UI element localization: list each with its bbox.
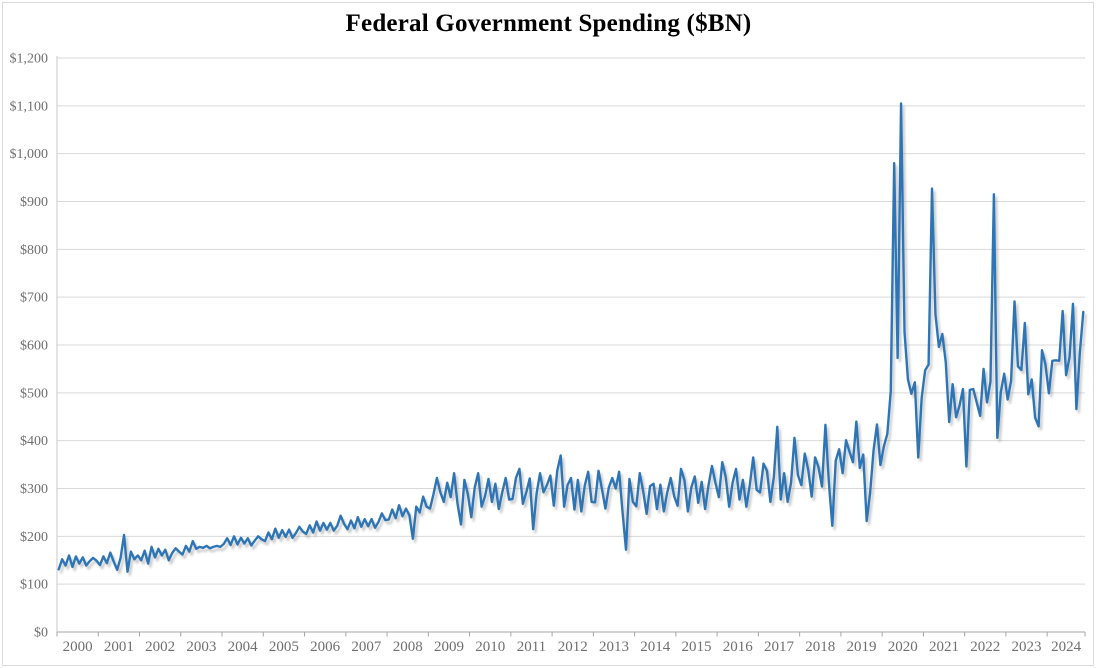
y-axis-label: $900 [20,195,48,210]
y-axis-label: $200 [20,530,48,545]
x-axis-label: 2009 [434,639,464,655]
y-axis-label: $1,100 [10,99,49,114]
x-axis-label: 2007 [351,639,382,655]
y-axis-label: $100 [20,578,48,593]
x-axis-label: 2022 [970,639,1000,655]
x-axis-label: 2011 [517,639,546,655]
x-axis-label: 2023 [1012,639,1042,655]
y-axis-label: $1,200 [10,52,49,67]
y-axis-label: $600 [20,339,48,354]
y-axis-label: $1,000 [10,147,49,162]
x-axis-label: 2024 [1051,639,1082,655]
x-axis-label: 2015 [681,639,711,655]
x-axis-label: 2016 [723,639,754,655]
x-axis-label: 2008 [393,639,423,655]
x-axis-label: 2006 [310,639,341,655]
x-axis-label: 2001 [104,639,134,655]
y-axis-label: $400 [20,434,48,449]
x-axis-label: 2019 [847,639,877,655]
y-axis-label: $0 [34,626,48,641]
chart-title: Federal Government Spending ($BN) [345,10,752,37]
x-axis-label: 2000 [63,639,93,655]
x-axis-label: 2012 [558,639,588,655]
y-axis-label: $300 [20,482,48,497]
x-axis-label: 2003 [186,639,216,655]
y-axis-label: $800 [20,243,48,258]
x-axis-label: 2014 [640,639,671,655]
x-axis-label: 2017 [764,639,795,655]
x-axis-label: 2010 [475,639,505,655]
x-axis-label: 2018 [805,639,835,655]
y-axis-label: $500 [20,386,48,401]
spending-line [57,102,1085,573]
y-axis-label: $700 [20,291,48,306]
x-axis-label: 2002 [145,639,175,655]
x-axis-label: 2005 [269,639,299,655]
x-axis-label: 2004 [228,639,259,655]
x-axis-label: 2020 [888,639,918,655]
x-axis-label: 2013 [599,639,629,655]
x-axis-label: 2021 [929,639,959,655]
